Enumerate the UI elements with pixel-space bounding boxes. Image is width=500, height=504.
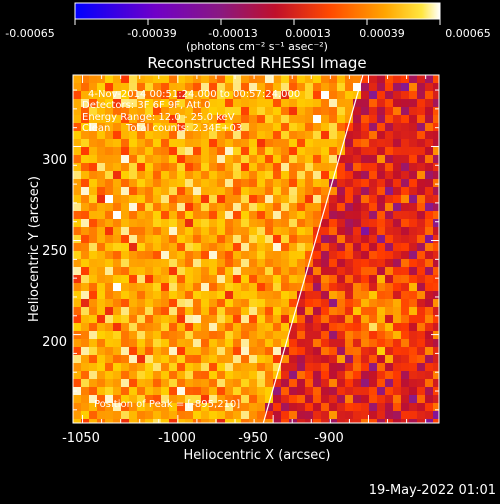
colorbar-tick-label: -0.00013 [208,27,257,40]
colorbar-tick-label: 0.00013 [285,27,331,40]
colorbar-tick-label: -0.00039 [127,27,176,40]
info-peak-position: Position of Peak = [-895,210] [94,399,240,410]
info-block: 4-Nov-2014 00:51:24.000 to 00:57:24.000 … [82,89,300,410]
info-time-range: 4-Nov-2014 00:51:24.000 to 00:57:24.000 [88,89,300,100]
image-area [73,75,439,423]
y-axis-label: Heliocentric Y (arcsec) [27,176,42,322]
colorbar-tick-label: -0.00065 [5,27,54,40]
y-tick-label: 250 [42,244,67,259]
colorbar-gradient [74,2,441,20]
x-tick-label: -1000 [158,431,196,446]
colorbar-tick-label: 0.00039 [359,27,405,40]
x-tick-label: -900 [314,431,344,446]
x-tick-label: -1050 [62,431,100,446]
x-axis-label: Heliocentric X (arcsec) [184,448,331,463]
x-tick-label: -950 [238,431,268,446]
axis-ticks [73,75,439,423]
info-total-counts: Total counts: 2.34E+03 [125,123,242,134]
info-detectors: Detectors: 3F 6F 9F, Att 0 [82,100,210,111]
info-algorithm: Clean [82,123,110,134]
plot-title: Reconstructed RHESSI Image [147,54,366,72]
solar-limb-line [262,75,364,423]
heatmap [73,75,439,423]
plot-frame [72,74,440,424]
colorbar-tick-label: 0.00065 [445,27,491,40]
colorbar: -0.00065 -0.00039 -0.00013 0.00013 0.000… [5,2,491,53]
colorbar-units: (photons cm⁻² s⁻¹ asec⁻²) [186,40,328,53]
y-tick-label: 200 [42,335,67,350]
info-energy-range: Energy Range: 12.0 - 25.0 keV [82,112,235,123]
footer-timestamp: 19-May-2022 01:01 [369,483,496,498]
y-tick-label: 300 [42,153,67,168]
